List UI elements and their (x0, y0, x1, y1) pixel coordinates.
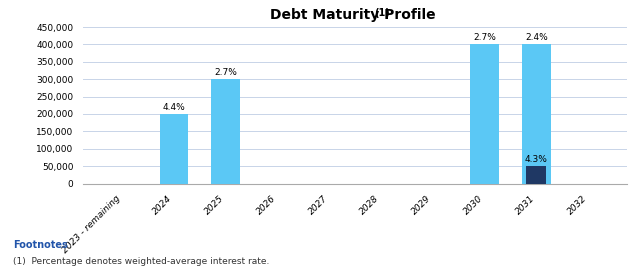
Title: Debt Maturity Profile : Debt Maturity Profile (270, 8, 440, 22)
Text: (1): (1) (374, 8, 390, 18)
Text: Footnotes: Footnotes (13, 240, 68, 250)
Bar (160, 114, 188, 184)
Text: 4.4%: 4.4% (163, 103, 186, 112)
Bar (211, 79, 240, 184)
Text: 2.7%: 2.7% (473, 33, 496, 42)
Bar (527, 166, 547, 184)
Text: 2.7%: 2.7% (214, 68, 237, 77)
Bar (470, 44, 499, 184)
Text: 2.4%: 2.4% (525, 33, 548, 42)
Text: 4.3%: 4.3% (525, 155, 548, 164)
Text: (1)  Percentage denotes weighted-average interest rate.: (1) Percentage denotes weighted-average … (13, 256, 269, 265)
Bar (522, 44, 550, 184)
